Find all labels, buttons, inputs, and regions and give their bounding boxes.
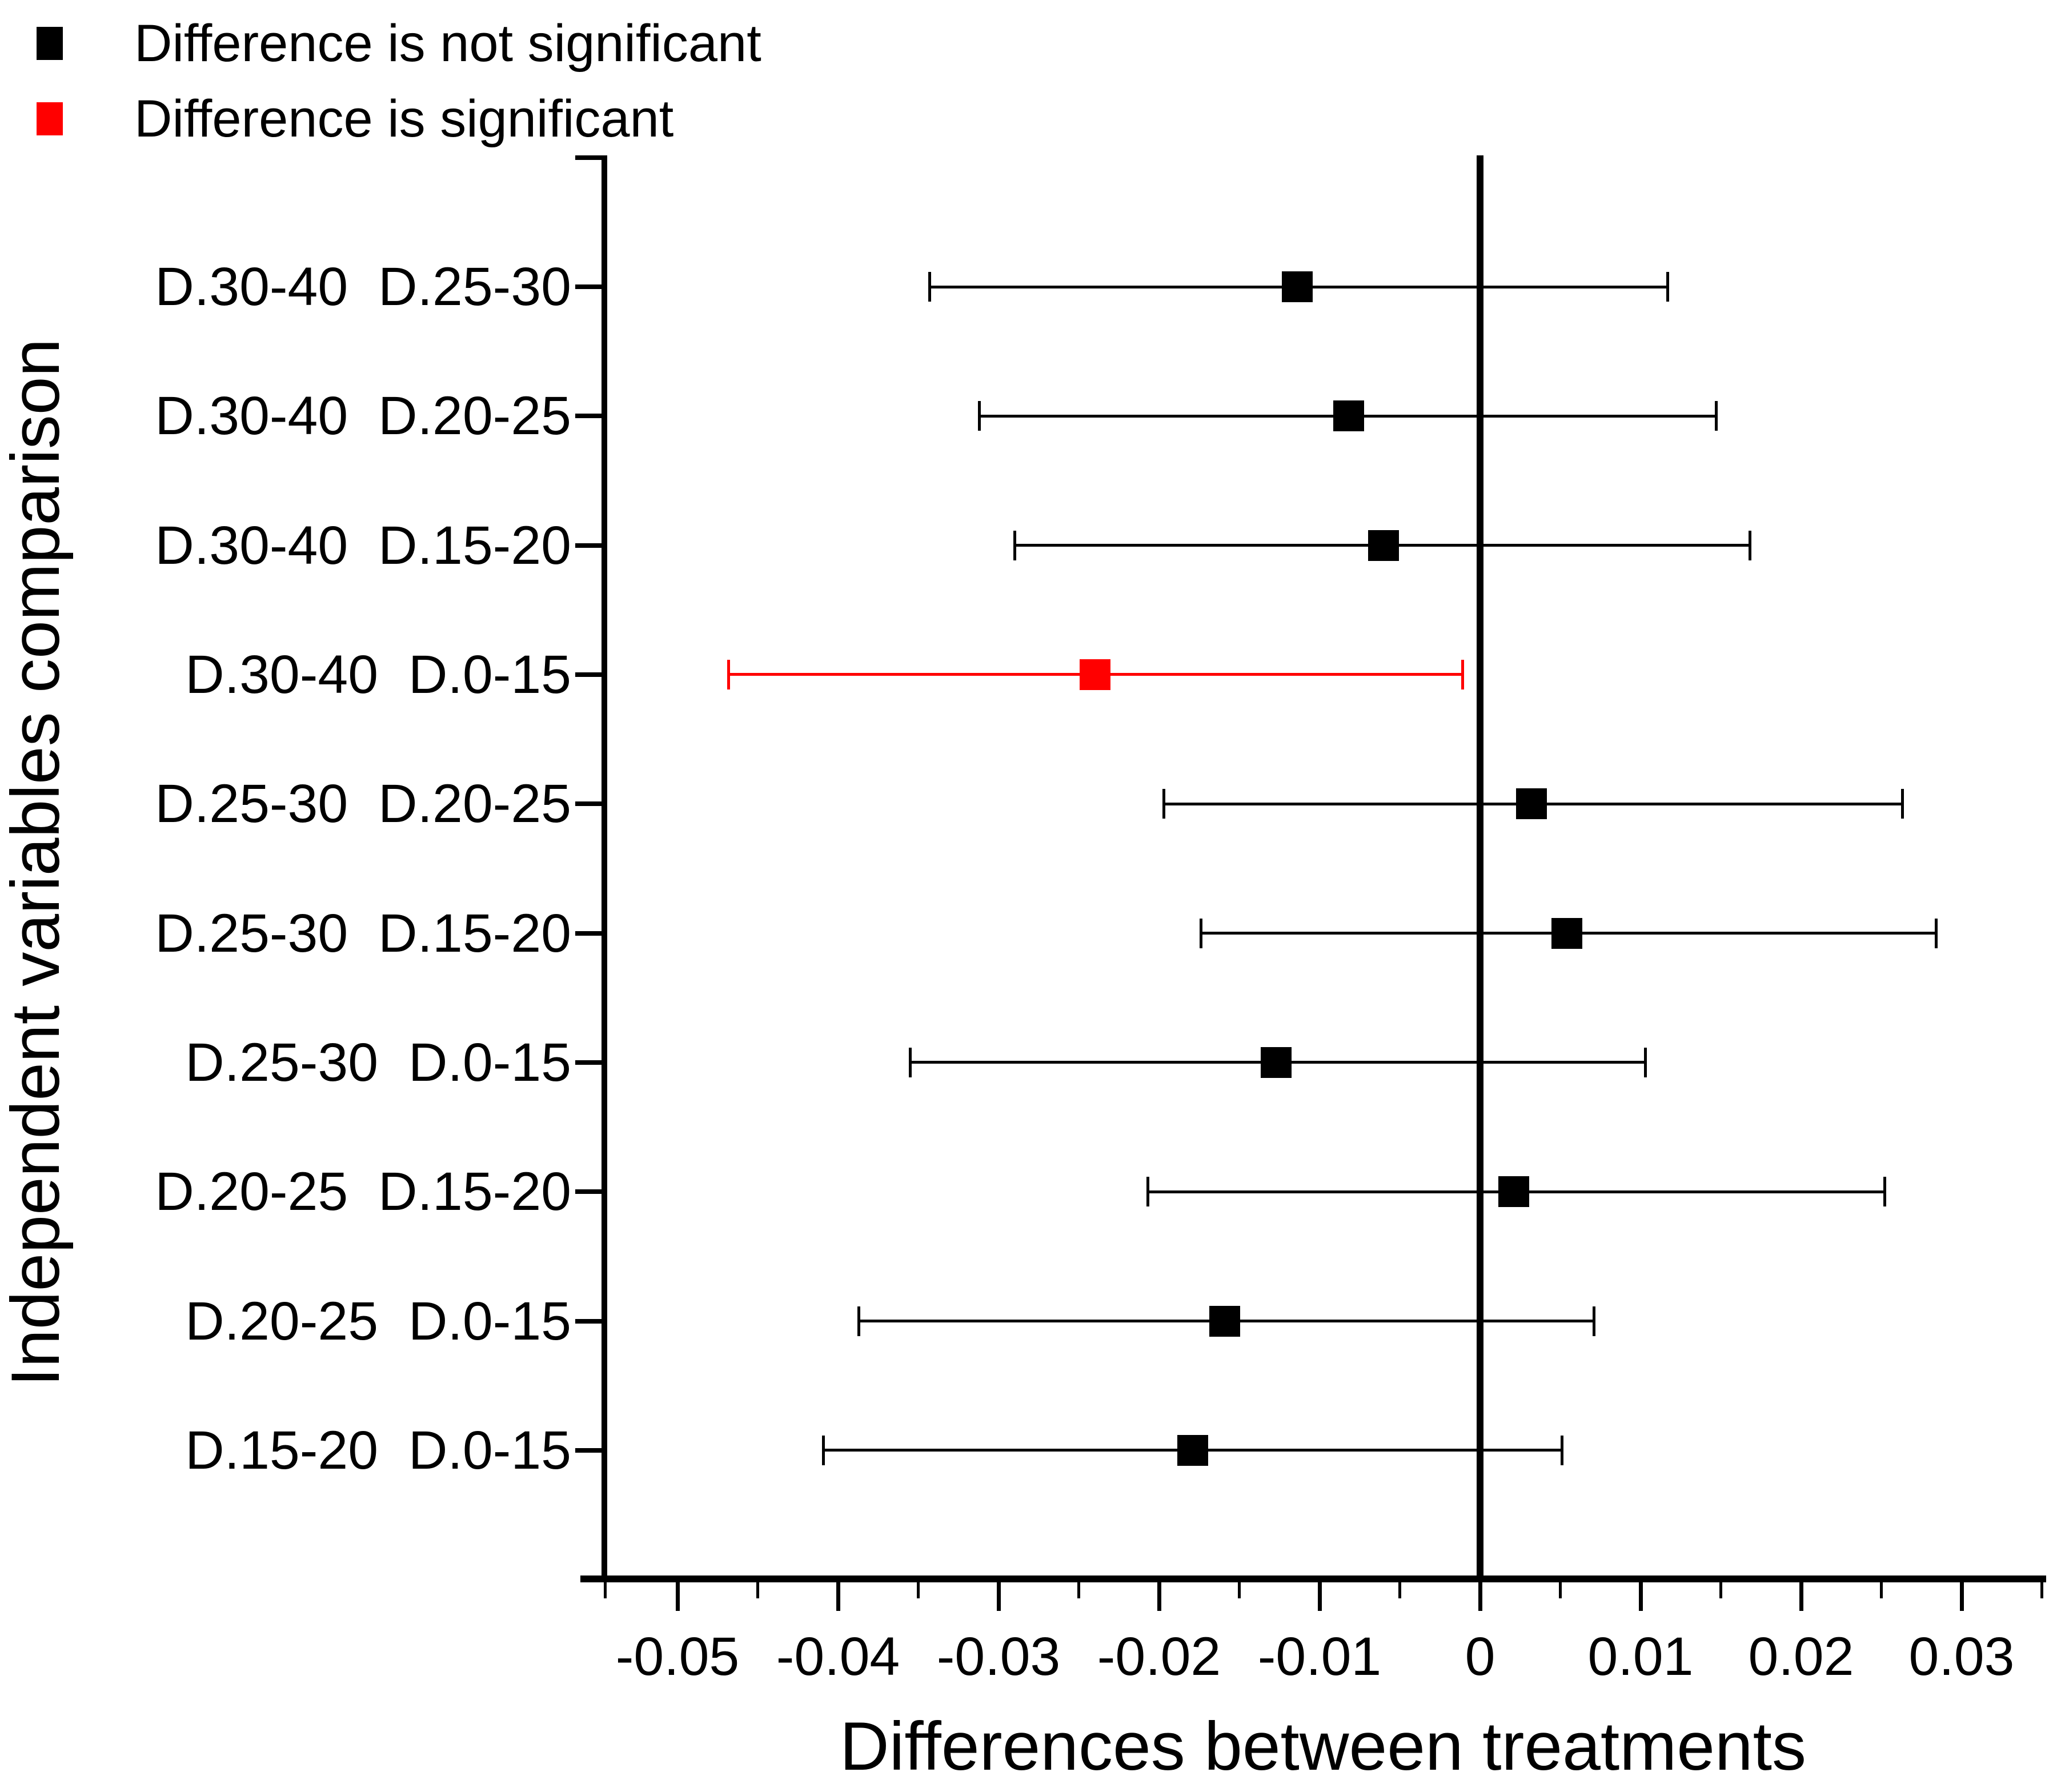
- error-bar-cap-left: [977, 401, 981, 431]
- y-tick: [575, 284, 602, 289]
- y-tick: [575, 414, 602, 419]
- error-bar-cap-right: [1593, 1306, 1595, 1336]
- square-marker: [1498, 1176, 1529, 1208]
- x-minor-tick: [2040, 1579, 2043, 1598]
- y-tick: [575, 672, 602, 677]
- square-marker: [1368, 530, 1400, 561]
- x-major-tick: [836, 1579, 840, 1611]
- error-bar-cap-left: [822, 1435, 825, 1465]
- y-tick: [575, 1318, 602, 1324]
- error-bar-cap-left: [857, 1306, 861, 1336]
- error-bar-cap-right: [1714, 401, 1718, 431]
- square-marker: [1261, 1047, 1292, 1078]
- error-bar-cap-right: [1748, 530, 1751, 560]
- y-category-label: D.20-25 D.0-15: [185, 1290, 571, 1352]
- x-tick-label: -0.02: [1097, 1626, 1221, 1687]
- error-bar-cap-left: [1013, 530, 1016, 560]
- x-major-tick: [1638, 1579, 1643, 1611]
- x-major-tick: [996, 1579, 1001, 1611]
- square-marker: [1209, 1305, 1241, 1337]
- error-bar-cap-left: [1162, 789, 1165, 819]
- x-tick-label: 0.02: [1748, 1626, 1854, 1687]
- y-tick: [575, 1189, 602, 1194]
- y-category-label: D.25-30 D.0-15: [185, 1032, 571, 1093]
- y-axis-title: Independent variables comparison: [0, 338, 74, 1387]
- square-marker: [1551, 917, 1582, 949]
- y-category-label: D.25-30 D.20-25: [155, 773, 571, 835]
- x-tick-label: -0.03: [936, 1626, 1061, 1687]
- square-marker-black-icon: [37, 27, 63, 60]
- x-tick-label: 0.01: [1587, 1626, 1694, 1687]
- y-category-label: D.20-25 D.15-20: [155, 1161, 571, 1222]
- y-tick: [575, 155, 602, 160]
- error-bar-cap-left: [727, 659, 731, 689]
- x-minor-tick: [1719, 1579, 1722, 1598]
- y-tick: [575, 543, 602, 548]
- x-tick-label: -0.04: [776, 1626, 900, 1687]
- legend-label-significant: Difference is significant: [134, 89, 674, 148]
- square-marker-significant: [1079, 659, 1110, 690]
- x-major-tick: [1799, 1579, 1803, 1611]
- x-axis-title: Differences between treatments: [839, 1708, 1807, 1785]
- square-marker: [1515, 788, 1547, 820]
- x-tick-label: 0: [1465, 1626, 1495, 1687]
- error-bar-cap-right: [1643, 1047, 1647, 1077]
- y-category-label: D.15-20 D.0-15: [185, 1420, 571, 1481]
- x-major-tick: [1478, 1579, 1482, 1611]
- square-marker: [1281, 271, 1313, 302]
- y-axis-line: [602, 155, 607, 1582]
- error-bar-cap-left: [1199, 918, 1202, 948]
- x-minor-tick: [1880, 1579, 1883, 1598]
- y-category-label: D.30-40 D.25-30: [155, 256, 571, 317]
- y-category-label: D.30-40 D.0-15: [185, 644, 571, 705]
- legend-label-not-significant: Difference is not significant: [134, 14, 761, 73]
- error-bar-cap-right: [1666, 272, 1670, 302]
- error-bar-cap-left: [928, 272, 931, 302]
- x-major-tick: [675, 1579, 680, 1611]
- x-minor-tick: [756, 1579, 759, 1598]
- error-bar-cap-right: [1934, 918, 1938, 948]
- x-tick-label: -0.01: [1257, 1626, 1382, 1687]
- x-major-tick: [1959, 1579, 1964, 1611]
- y-category-label: D.30-40 D.15-20: [155, 515, 571, 576]
- y-category-label: D.30-40 D.20-25: [155, 386, 571, 447]
- legend-item-significant: Difference is significant: [37, 81, 761, 157]
- x-tick-label: -0.05: [615, 1626, 740, 1687]
- zero-reference-line: [1477, 155, 1483, 1579]
- error-bar-cap-right: [1883, 1177, 1886, 1207]
- x-tick-label: 0.03: [1908, 1626, 2015, 1687]
- y-tick: [575, 931, 602, 936]
- x-minor-tick: [1559, 1579, 1562, 1598]
- x-axis-line: [580, 1575, 2046, 1582]
- error-bar-cap-right: [1900, 789, 1904, 819]
- x-minor-tick: [604, 1579, 607, 1598]
- square-marker-red-icon: [37, 102, 63, 135]
- x-major-tick: [1157, 1579, 1161, 1611]
- y-tick: [575, 801, 602, 807]
- legend: Difference is not significant Difference…: [37, 6, 761, 157]
- y-tick: [575, 1060, 602, 1065]
- y-category-label: D.25-30 D.15-20: [155, 903, 571, 964]
- square-marker: [1177, 1434, 1208, 1466]
- error-bar-cap-left: [1146, 1177, 1149, 1207]
- x-major-tick: [1317, 1579, 1322, 1611]
- x-minor-tick: [1398, 1579, 1401, 1598]
- y-tick: [575, 1448, 602, 1453]
- x-minor-tick: [917, 1579, 920, 1598]
- x-minor-tick: [1238, 1579, 1241, 1598]
- square-marker: [1333, 400, 1364, 432]
- x-minor-tick: [1077, 1579, 1080, 1598]
- error-bar-cap-left: [908, 1047, 912, 1077]
- legend-item-not-significant: Difference is not significant: [37, 6, 761, 81]
- error-bar-cap-right: [1461, 659, 1464, 689]
- error-bar-cap-right: [1560, 1435, 1563, 1465]
